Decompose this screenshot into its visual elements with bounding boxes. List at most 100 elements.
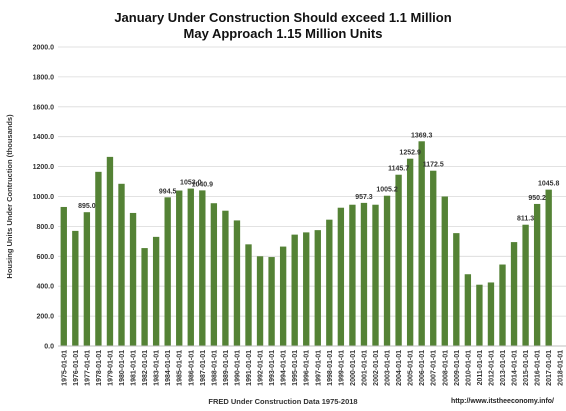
y-tick-label: 200.0 — [36, 314, 54, 321]
bar — [303, 232, 310, 346]
data-label: 994.5 — [159, 188, 177, 195]
bar — [522, 224, 529, 346]
data-label: 1053.0 — [180, 180, 202, 187]
x-tick-label: 1979-01-01 — [107, 350, 114, 386]
bar — [187, 188, 194, 346]
x-tick-label: 1977-01-01 — [84, 350, 91, 386]
x-tick-label: 2010-01-01 — [465, 350, 472, 386]
x-axis-label: FRED Under Construction Data 1975-2018 — [208, 397, 357, 406]
chart-title: January Under Construction Should exceed… — [114, 10, 451, 41]
data-label: 1040.9 — [192, 181, 214, 188]
y-tick-label: 800.0 — [36, 224, 54, 231]
y-tick-label: 1000.0 — [33, 194, 55, 201]
data-label: 950.2 — [528, 195, 546, 202]
x-tick-label: 2003-01-01 — [385, 350, 392, 386]
bar — [545, 189, 552, 346]
bar — [222, 210, 229, 346]
bar — [499, 264, 506, 346]
bar — [464, 274, 472, 346]
data-label: 957.3 — [355, 194, 373, 201]
bar — [418, 141, 425, 346]
x-tick-label: 2017-01-01 — [546, 350, 553, 386]
y-tick-label: 1800.0 — [33, 74, 55, 81]
x-tick-label: 2001-01-01 — [361, 350, 368, 386]
bar — [349, 204, 356, 346]
x-tick-label: 1993-01-01 — [269, 350, 276, 386]
x-tick-label: 2014-01-01 — [512, 350, 519, 386]
x-tick-label: 2013-01-01 — [500, 350, 507, 386]
x-tick-label: 1986-01-01 — [188, 350, 195, 386]
x-tick-label: 1978-01-01 — [96, 350, 103, 386]
bar — [141, 248, 148, 346]
bar — [291, 234, 298, 346]
x-tick-label: 2005-01-01 — [408, 350, 415, 386]
bar — [510, 242, 518, 346]
y-tick-label: 1400.0 — [33, 134, 55, 141]
x-tick-label: 1983-01-01 — [154, 350, 161, 386]
x-tick-label: 2000-01-01 — [350, 350, 357, 386]
x-tick-label: 1998-01-01 — [327, 350, 334, 386]
y-tick-label: 2000.0 — [33, 45, 55, 52]
x-tick-label: 1991-01-01 — [246, 350, 253, 386]
bar — [314, 230, 321, 346]
x-tick-label: 2016-01-01 — [535, 350, 542, 386]
x-tick-label: 1976-01-01 — [73, 350, 80, 386]
x-axis-ticks: 1975-01-01 1976-01-01 1977-01-01 1978-01-01… — [61, 350, 564, 386]
x-tick-label: 2008-01-01 — [442, 350, 449, 386]
data-label: 811.3 — [517, 216, 534, 223]
bar — [430, 170, 437, 346]
bar — [533, 203, 541, 346]
x-tick-label: 1989-01-01 — [223, 350, 230, 386]
x-tick-label: 1985-01-01 — [177, 350, 184, 386]
x-tick-label: 1997-01-01 — [315, 350, 322, 386]
x-tick-label: 1984-01-01 — [165, 350, 172, 386]
y-tick-label: 0.0 — [44, 344, 54, 351]
x-tick-label: 1975-01-01 — [61, 350, 68, 386]
data-label: 1045.8 — [538, 181, 560, 188]
bar — [487, 282, 495, 346]
x-tick-label: 2004-01-01 — [396, 350, 403, 386]
data-label: 1005.2 — [376, 187, 398, 194]
bar — [395, 174, 402, 346]
data-label: 1369.3 — [411, 132, 433, 139]
x-tick-label: 1981-01-01 — [131, 350, 138, 386]
source-url: http://www.itstheeconomy.info/ — [451, 398, 554, 405]
chart-title-line-1: January Under Construction Should exceed… — [114, 10, 451, 25]
bar — [152, 236, 160, 346]
bar — [83, 212, 91, 346]
bars — [60, 141, 552, 346]
bar — [406, 158, 414, 346]
bar — [441, 196, 448, 346]
x-tick-label: 2011-01-01 — [477, 350, 484, 386]
y-tick-label: 1600.0 — [33, 104, 55, 111]
chart-title-line-2: May Approach 1.15 Million Units — [184, 26, 383, 41]
bar — [279, 246, 287, 346]
x-tick-label: 1994-01-01 — [281, 350, 288, 386]
bar — [176, 190, 183, 346]
data-label: 1252.9 — [399, 150, 421, 157]
bar — [245, 244, 252, 346]
x-tick-label: 1987-01-01 — [200, 350, 207, 386]
x-tick-label: 2007-01-01 — [431, 350, 438, 386]
x-tick-label: 1996-01-01 — [304, 350, 311, 386]
bar — [118, 183, 125, 346]
bar — [476, 284, 483, 346]
bar — [210, 203, 218, 346]
bar — [383, 195, 391, 346]
bar — [256, 256, 264, 346]
x-tick-label: 2018-01-01 — [558, 350, 565, 386]
bar — [95, 171, 102, 346]
bar — [164, 197, 171, 346]
x-tick-label: 2006-01-01 — [419, 350, 426, 386]
x-tick-label: 1995-01-01 — [292, 350, 299, 386]
x-tick-label: 1999-01-01 — [338, 350, 345, 386]
bar — [360, 202, 368, 346]
x-tick-label: 1980-01-01 — [119, 350, 126, 386]
data-label: 1145.7 — [388, 166, 409, 173]
bar — [199, 190, 206, 346]
x-tick-label: 2002-01-01 — [373, 350, 380, 386]
bar — [268, 257, 275, 346]
bar — [129, 212, 137, 346]
